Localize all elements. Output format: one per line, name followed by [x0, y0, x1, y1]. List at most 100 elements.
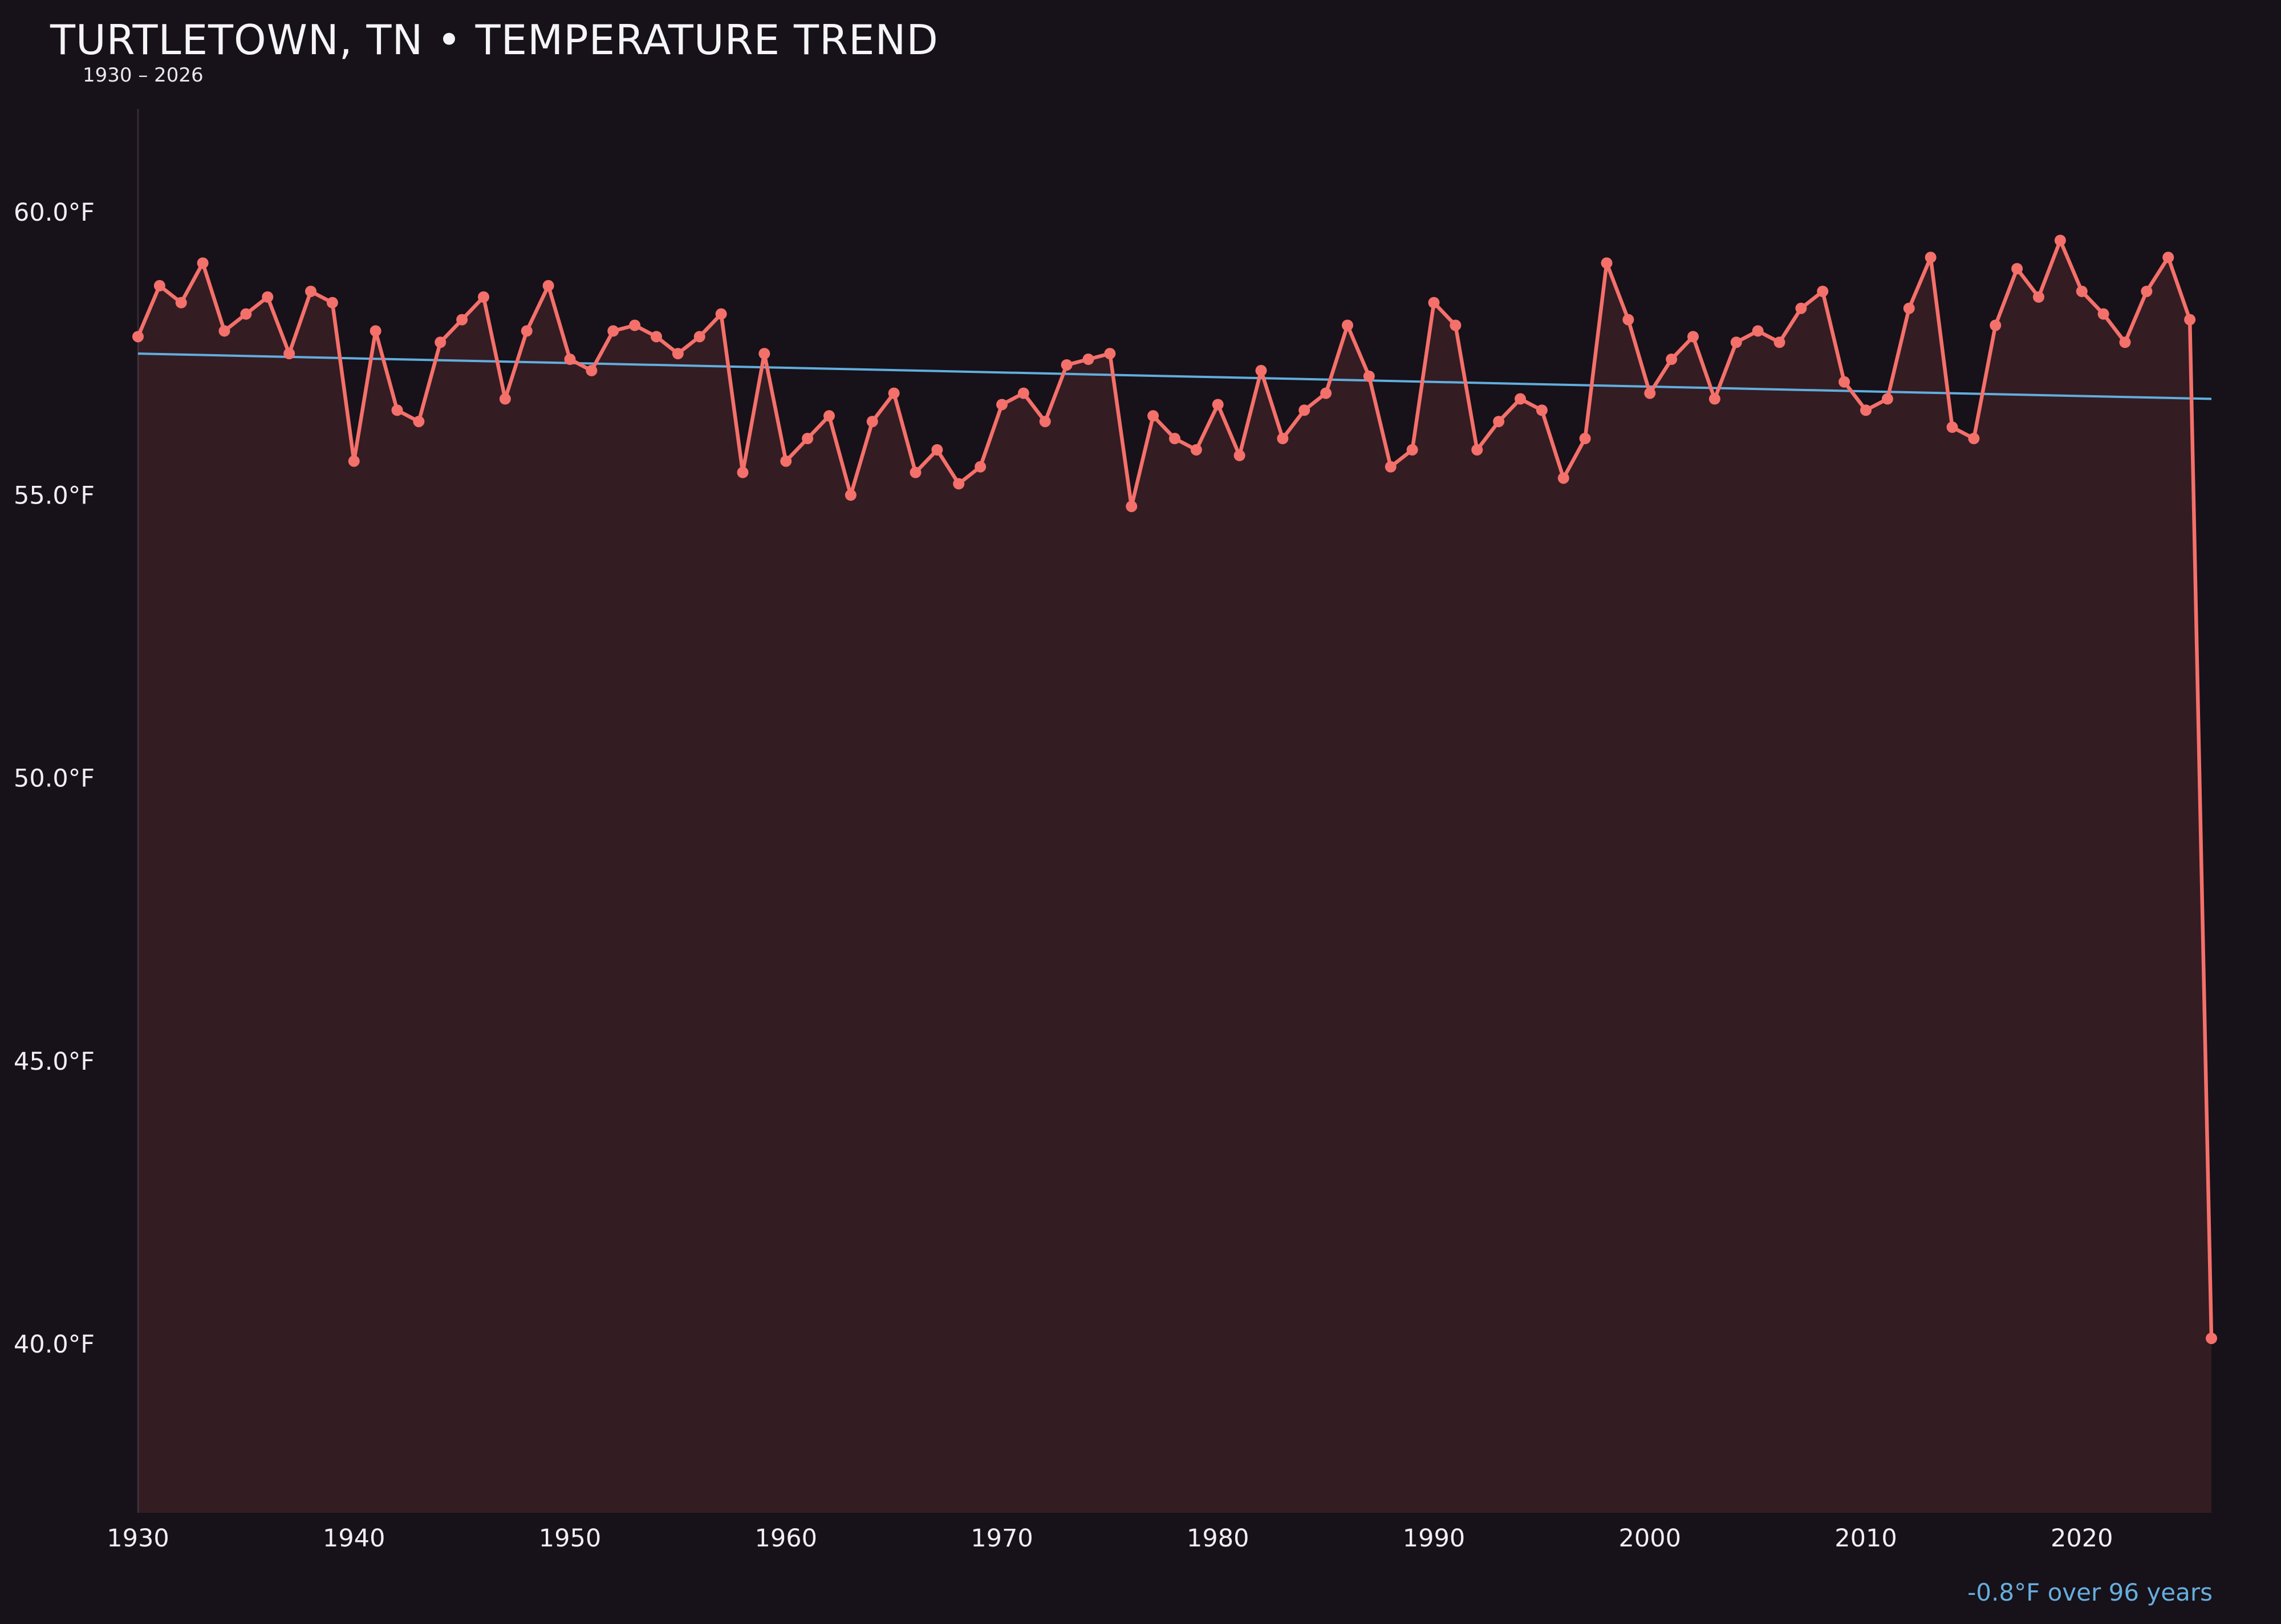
data-point-1982: [1255, 364, 1267, 376]
data-point-1930: [132, 331, 144, 343]
data-point-1952: [607, 325, 619, 337]
data-point-2015: [1968, 433, 1980, 444]
y-tick-label-60: 60.0°F: [14, 198, 95, 227]
data-point-1976: [1126, 501, 1138, 513]
data-point-1933: [197, 257, 209, 269]
data-point-2002: [1687, 331, 1699, 343]
data-point-1988: [1385, 461, 1397, 473]
data-point-1955: [672, 348, 684, 360]
data-point-2019: [2054, 234, 2066, 246]
data-point-1951: [586, 364, 598, 376]
data-point-2022: [2119, 336, 2131, 348]
data-point-1999: [1622, 314, 1634, 326]
data-point-1932: [175, 297, 187, 308]
data-point-2021: [2097, 308, 2109, 320]
data-point-1997: [1579, 433, 1591, 444]
data-point-1969: [975, 461, 987, 473]
data-point-1998: [1601, 257, 1613, 269]
data-point-1941: [370, 325, 381, 337]
data-point-1956: [693, 331, 705, 343]
data-point-1990: [1428, 297, 1440, 308]
x-tick-label-1930: 1930: [107, 1524, 169, 1553]
data-point-1973: [1061, 359, 1073, 371]
data-point-2001: [1666, 354, 1678, 366]
data-point-2017: [2011, 263, 2023, 275]
data-point-2023: [2141, 285, 2153, 297]
data-point-1939: [326, 297, 338, 308]
data-point-1992: [1471, 444, 1483, 456]
chart-subtitle: 1930 – 2026: [83, 64, 204, 87]
data-point-1962: [823, 410, 835, 422]
data-point-1942: [391, 404, 403, 416]
data-point-2016: [1990, 319, 2002, 331]
data-point-2026: [2206, 1333, 2217, 1345]
data-point-2007: [1795, 302, 1807, 314]
data-point-1961: [802, 433, 814, 444]
temperature-area-fill: [138, 240, 2211, 1513]
data-point-1972: [1039, 416, 1051, 428]
data-point-1979: [1190, 444, 1202, 456]
data-point-2000: [1644, 387, 1656, 399]
data-point-1954: [651, 331, 662, 343]
trend-line: [137, 352, 2212, 400]
data-point-1993: [1493, 416, 1505, 428]
data-point-1970: [996, 399, 1008, 411]
data-point-1947: [499, 393, 511, 405]
data-point-2012: [1903, 302, 1915, 314]
data-point-1935: [240, 308, 252, 320]
x-tick-label-1980: 1980: [1187, 1524, 1249, 1553]
data-point-1986: [1342, 319, 1353, 331]
x-tick-label-2020: 2020: [2051, 1524, 2113, 1553]
data-point-1984: [1298, 404, 1310, 416]
y-tick-label-40: 40.0°F: [14, 1330, 95, 1359]
data-point-2014: [1946, 421, 1958, 433]
data-point-1965: [888, 387, 900, 399]
data-point-1994: [1515, 393, 1526, 405]
data-point-2004: [1730, 336, 1742, 348]
data-point-1940: [348, 455, 360, 467]
data-point-1963: [845, 489, 857, 501]
data-point-2009: [1838, 376, 1850, 388]
data-point-2020: [2076, 285, 2088, 297]
data-point-2006: [1773, 336, 1785, 348]
data-point-1934: [218, 325, 230, 337]
data-point-2018: [2033, 291, 2044, 303]
x-tick-label-1970: 1970: [971, 1524, 1033, 1553]
data-point-1995: [1536, 404, 1548, 416]
data-point-1974: [1082, 354, 1094, 366]
data-point-1936: [262, 291, 274, 303]
data-point-1949: [542, 280, 554, 292]
data-point-1980: [1212, 399, 1224, 411]
data-point-2005: [1752, 325, 1764, 337]
data-point-2008: [1817, 285, 1829, 297]
data-point-1938: [305, 285, 316, 297]
data-point-1957: [715, 308, 727, 320]
y-tick-label-55: 55.0°F: [14, 481, 95, 510]
data-point-1948: [521, 325, 533, 337]
data-point-2025: [2184, 314, 2196, 326]
data-point-1944: [435, 336, 447, 348]
data-point-2010: [1860, 404, 1872, 416]
data-point-2013: [1925, 251, 1937, 263]
data-point-1967: [931, 444, 943, 456]
data-point-1989: [1406, 444, 1418, 456]
x-tick-label-1950: 1950: [539, 1524, 601, 1553]
data-point-1964: [866, 416, 878, 428]
chart-title: TURTLETOWN, TN • TEMPERATURE TREND: [50, 16, 939, 64]
data-point-1958: [737, 466, 749, 478]
data-point-1968: [953, 478, 965, 490]
data-point-1943: [413, 416, 425, 428]
data-point-2003: [1708, 393, 1720, 405]
data-point-1987: [1363, 370, 1375, 382]
x-tick-label-1940: 1940: [323, 1524, 385, 1553]
x-tick-label-1960: 1960: [755, 1524, 817, 1553]
data-point-1953: [629, 319, 641, 331]
data-point-1931: [153, 280, 165, 292]
data-point-1950: [564, 354, 576, 366]
data-point-1975: [1104, 348, 1116, 360]
data-point-1960: [780, 455, 792, 467]
data-point-1971: [1017, 387, 1029, 399]
x-tick-label-1990: 1990: [1403, 1524, 1465, 1553]
